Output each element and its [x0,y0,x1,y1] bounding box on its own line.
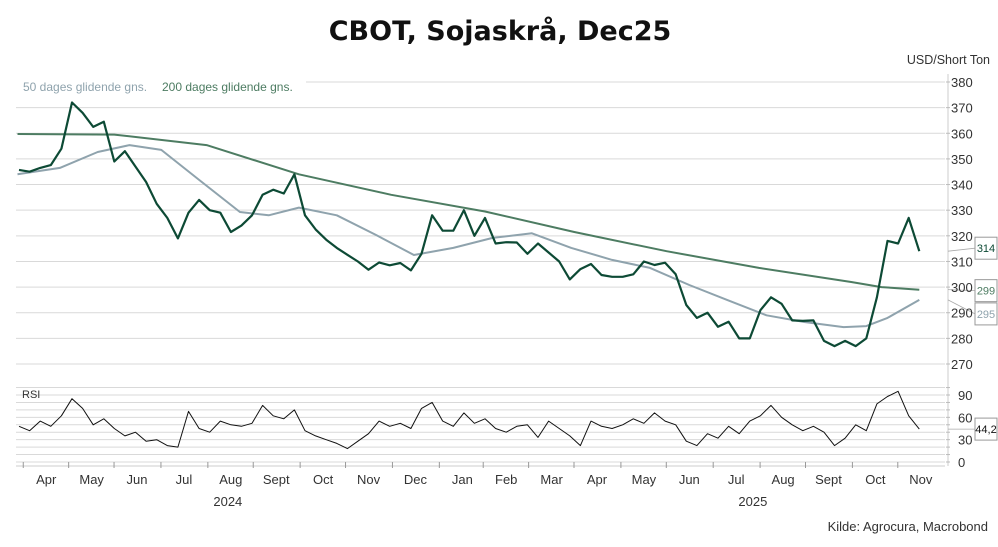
x-month-label: Nov [909,472,933,487]
x-month-label: May [79,472,104,487]
ma200-line [17,133,920,291]
callout-price-text: 314 [977,243,995,255]
x-month-label: Apr [36,472,57,487]
rsi-tick-label: 30 [958,433,972,448]
y-tick-label: 380 [951,75,973,90]
callout-ma200-pointer [947,289,976,292]
rsi-line [18,390,920,450]
x-month-label: Mar [540,472,563,487]
x-month-label: Nov [357,472,381,487]
callout-ma200: 299 [974,279,998,303]
x-month-label: Jun [127,472,148,487]
y-tick-label: 310 [951,254,973,269]
x-month-label: Oct [313,472,334,487]
callout-ma50: 295 [974,302,998,326]
callout-ma200-box [974,279,998,303]
y-tick-label: 340 [951,178,973,193]
callout-price-box [974,236,998,260]
y-axis-unit-label: USD/Short Ton [907,53,990,67]
callout-ma50-box [974,302,998,326]
y-tick-label: 280 [951,331,973,346]
callout-rsi: 44,2 [974,417,998,441]
x-month-label: Aug [772,472,795,487]
y-tick-label: 370 [951,101,973,116]
y-tick-label: 350 [951,152,973,167]
legend-ma50: 50 dages glidende gns. [23,80,147,94]
rsi-gridlines [16,387,945,463]
x-month-label: Aug [219,472,242,487]
legend-ma200: 200 dages glidende gns. [162,80,293,94]
x-year-label: 2024 [213,494,242,509]
x-month-label: Jul [176,472,193,487]
callout-rsi-text: 44,2 [975,424,996,436]
x-month-label: Jan [452,472,473,487]
x-month-label: May [632,472,657,487]
rsi-tick-label: 60 [958,410,972,425]
x-month-label: Dec [404,472,428,487]
rsi-tick-label: 90 [958,388,972,403]
rsi-tick-label: 0 [958,455,965,470]
y-tick-label: 360 [951,126,973,141]
y-tick-label: 270 [951,357,973,372]
y-tick-label: 290 [951,306,973,321]
x-month-label: Sept [263,472,290,487]
price-line [18,101,921,348]
rsi-panel-label: RSI [22,389,40,401]
x-month-label: Feb [495,472,517,487]
x-month-label: Jun [679,472,700,487]
x-month-label: Jul [728,472,745,487]
x-month-label: Apr [587,472,608,487]
legend-box [16,76,306,96]
callout-price: 314 [974,236,998,260]
callout-price-pointer [947,247,976,252]
callout-ma50-text: 295 [977,309,995,321]
x-month-label: Oct [865,472,886,487]
callout-rsi-box [974,417,998,441]
callout-ma200-text: 299 [977,286,995,298]
y-tick-label: 320 [951,229,973,244]
y-tick-label: 300 [951,280,973,295]
callout-ma50-pointer [947,299,976,315]
source-note: Kilde: Agrocura, Macrobond [828,519,988,534]
y-tick-label: 330 [951,203,973,218]
chart-title: CBOT, Sojaskrå, Dec25 [329,15,672,47]
x-month-label: Sept [815,472,842,487]
x-year-label: 2025 [738,494,767,509]
